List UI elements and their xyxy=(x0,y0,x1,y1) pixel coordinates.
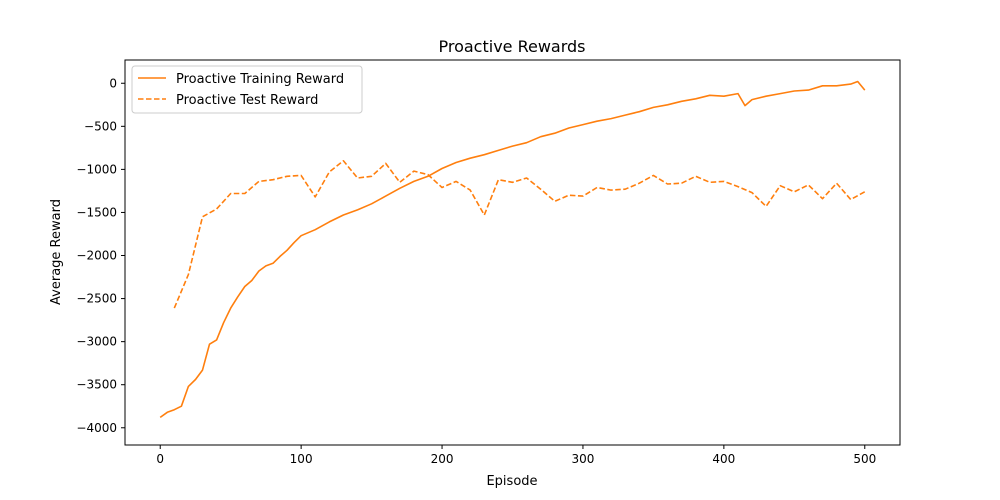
y-tick-label: 0 xyxy=(109,76,117,90)
legend: Proactive Training Reward Proactive Test… xyxy=(131,65,363,114)
x-tick-label: 400 xyxy=(712,452,735,466)
series-line-training xyxy=(159,80,866,419)
x-tick-label: 100 xyxy=(290,452,313,466)
series-line-test xyxy=(173,160,866,309)
y-tick-label: −2000 xyxy=(76,249,117,263)
plot-area xyxy=(124,59,901,446)
x-tick-label: 0 xyxy=(156,452,164,466)
legend-label-test: Proactive Test Reward xyxy=(176,93,318,108)
y-tick-label: −1000 xyxy=(76,162,117,176)
legend-box xyxy=(131,65,363,114)
series-layer xyxy=(159,80,866,419)
y-tick-label: −500 xyxy=(84,119,117,133)
x-tick-label: 500 xyxy=(853,452,876,466)
legend-label-training: Proactive Training Reward xyxy=(176,72,344,87)
x-tick-label: 200 xyxy=(431,452,454,466)
x-tick-label: 300 xyxy=(572,452,595,466)
y-tick-label: −3000 xyxy=(76,335,117,349)
x-axis: 0 100 200 300 400 500 xyxy=(156,445,876,466)
y-tick-label: −3500 xyxy=(76,378,117,392)
y-axis-label: Average Reward xyxy=(49,199,64,305)
y-tick-label: −4000 xyxy=(76,421,117,435)
chart-title: Proactive Rewards xyxy=(438,37,585,56)
x-axis-label: Episode xyxy=(486,474,537,489)
y-tick-label: −1500 xyxy=(76,205,117,219)
y-axis: 0 −500 −1000 −1500 −2000 −2500 −3000 −3500 −4000 xyxy=(76,76,125,435)
y-tick-label: −2500 xyxy=(76,292,117,306)
